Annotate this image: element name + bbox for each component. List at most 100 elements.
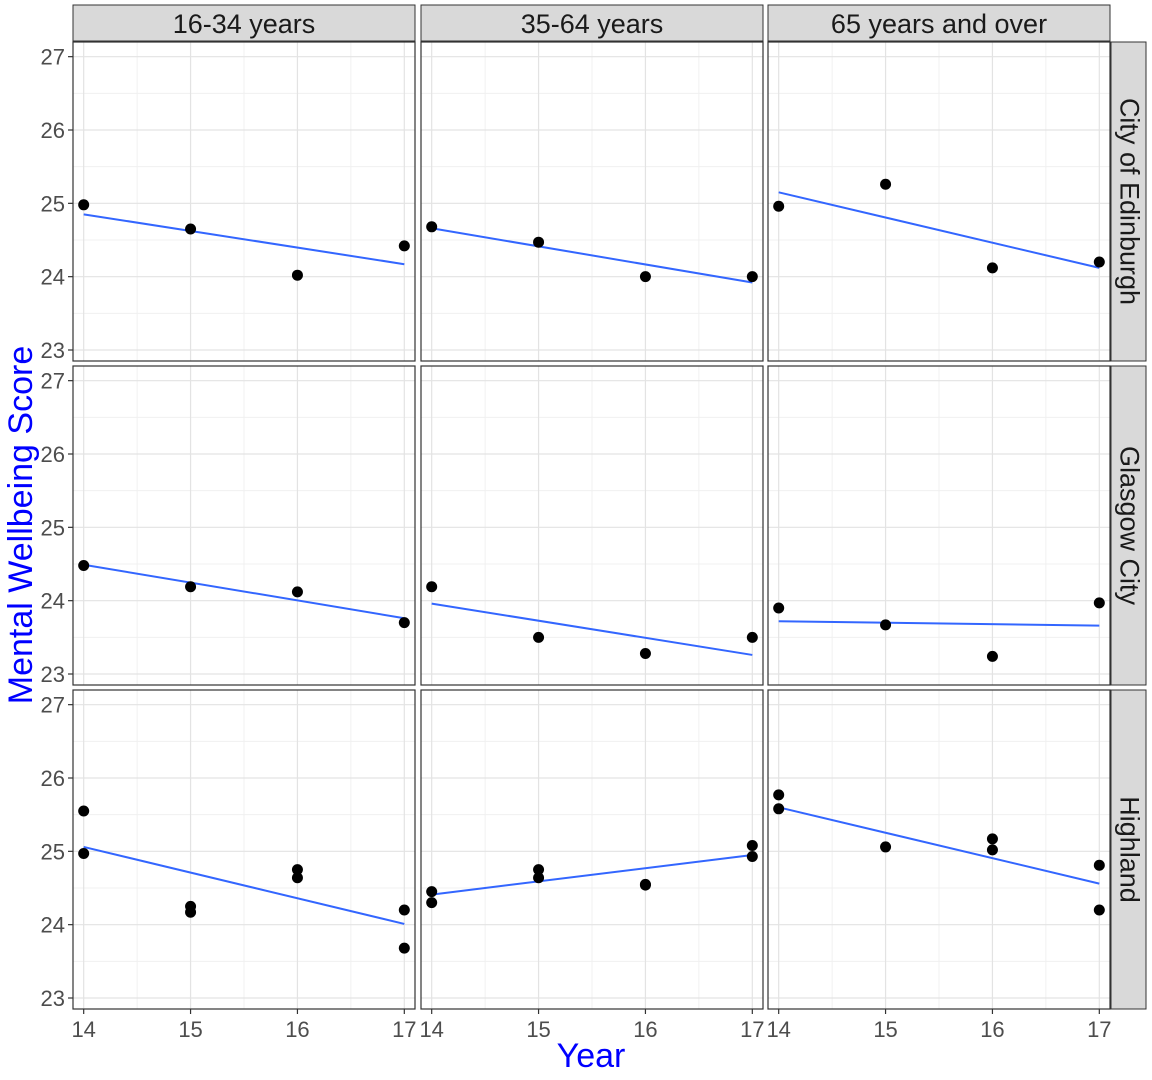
column-strip-label: 16-34 years bbox=[173, 9, 316, 39]
data-point bbox=[1093, 859, 1105, 871]
trend-line bbox=[778, 620, 1100, 627]
row-strip-highland bbox=[1110, 689, 1147, 1010]
y-tick-label: 25 bbox=[41, 839, 65, 864]
x-tick-label: 15 bbox=[873, 1017, 897, 1042]
y-tick-label: 27 bbox=[41, 45, 65, 70]
data-point bbox=[986, 650, 998, 662]
data-point bbox=[986, 833, 998, 845]
data-point bbox=[398, 942, 410, 954]
x-tick-label: 16 bbox=[633, 1017, 657, 1042]
panel-border bbox=[420, 41, 764, 362]
data-point bbox=[746, 631, 758, 643]
y-tick-label: 25 bbox=[41, 191, 65, 216]
x-tick-label: 14 bbox=[419, 1017, 443, 1042]
panel-highland-16-34-years bbox=[72, 689, 416, 1010]
trend-line bbox=[431, 602, 753, 656]
panel-border bbox=[767, 689, 1111, 1010]
y-tick-label: 24 bbox=[41, 589, 65, 614]
data-point bbox=[880, 619, 892, 631]
panel-border bbox=[767, 41, 1111, 362]
data-point bbox=[533, 236, 545, 248]
data-point bbox=[773, 789, 785, 801]
x-tick-label: 16 bbox=[980, 1017, 1004, 1042]
y-tick-label: 26 bbox=[41, 118, 65, 143]
row-strip-label: Glasgow City bbox=[1115, 446, 1145, 606]
panel-city-of-edinburgh-65-years-and-over bbox=[767, 41, 1111, 362]
data-point bbox=[533, 631, 545, 643]
data-point bbox=[426, 221, 438, 233]
data-point bbox=[986, 844, 998, 856]
row-strip-city-of-edinburgh bbox=[1110, 41, 1147, 362]
data-point bbox=[291, 269, 303, 281]
trend-line bbox=[431, 227, 753, 284]
data-point bbox=[398, 617, 410, 629]
data-point bbox=[1093, 597, 1105, 609]
data-point bbox=[78, 559, 90, 571]
data-point bbox=[78, 848, 90, 860]
panel-city-of-edinburgh-16-34-years bbox=[72, 41, 416, 362]
x-tick-label: 15 bbox=[178, 1017, 202, 1042]
trend-line bbox=[778, 806, 1100, 885]
panel-border bbox=[72, 689, 416, 1010]
x-tick-label: 16 bbox=[285, 1017, 309, 1042]
data-point bbox=[773, 602, 785, 614]
panel-border bbox=[420, 365, 764, 686]
column-strip-35-64-years bbox=[420, 4, 764, 42]
data-point bbox=[746, 839, 758, 851]
row-strip-glasgow-city bbox=[1110, 365, 1147, 686]
row-strip-label: Highland bbox=[1115, 796, 1145, 903]
data-point bbox=[398, 904, 410, 916]
panel-border bbox=[72, 365, 416, 686]
data-point bbox=[986, 262, 998, 274]
y-axis-title: Mental Wellbeing Score bbox=[2, 346, 40, 704]
x-tick-label: 17 bbox=[740, 1017, 764, 1042]
y-tick-label: 23 bbox=[41, 986, 65, 1011]
data-point bbox=[426, 897, 438, 909]
trend-line bbox=[431, 854, 753, 896]
data-point bbox=[746, 850, 758, 862]
y-tick-label: 27 bbox=[41, 369, 65, 394]
panel-border bbox=[767, 365, 1111, 686]
y-tick-label: 25 bbox=[41, 515, 65, 540]
y-tick-label: 26 bbox=[41, 442, 65, 467]
y-tick-label: 23 bbox=[41, 662, 65, 687]
panel-highland-35-64-years bbox=[420, 689, 764, 1010]
data-point bbox=[773, 803, 785, 815]
x-tick-label: 15 bbox=[526, 1017, 550, 1042]
data-point bbox=[426, 886, 438, 898]
data-point bbox=[880, 841, 892, 853]
x-tick-label: 17 bbox=[1087, 1017, 1111, 1042]
data-point bbox=[880, 178, 892, 190]
panel-border bbox=[72, 41, 416, 362]
column-strip-label: 35-64 years bbox=[521, 9, 664, 39]
column-strip-16-34-years bbox=[72, 4, 416, 42]
row-strip-label: City of Edinburgh bbox=[1115, 98, 1145, 305]
panel-glasgow-city-65-years-and-over bbox=[767, 365, 1111, 686]
data-point bbox=[398, 240, 410, 252]
data-point bbox=[639, 879, 651, 891]
panel-glasgow-city-16-34-years bbox=[72, 365, 416, 686]
panel-border bbox=[420, 689, 764, 1010]
data-point bbox=[78, 199, 90, 211]
trend-line bbox=[83, 845, 405, 925]
trend-line bbox=[83, 563, 405, 620]
trend-line bbox=[778, 191, 1100, 269]
data-point bbox=[291, 872, 303, 884]
data-point bbox=[426, 581, 438, 593]
data-point bbox=[1093, 256, 1105, 268]
trend-line bbox=[83, 213, 405, 266]
data-point bbox=[773, 200, 785, 212]
panel-highland-65-years-and-over bbox=[767, 689, 1111, 1010]
data-point bbox=[185, 906, 197, 918]
column-strip-65-years-and-over bbox=[767, 4, 1111, 42]
y-tick-label: 23 bbox=[41, 338, 65, 363]
panel-grid: 16-34 years 35-64 years 65 years and over C… bbox=[41, 4, 1147, 1042]
column-strip-label: 65 years and over bbox=[831, 9, 1047, 39]
y-tick-label: 27 bbox=[41, 693, 65, 718]
data-point bbox=[533, 872, 545, 884]
data-point bbox=[78, 805, 90, 817]
x-tick-label: 14 bbox=[71, 1017, 95, 1042]
y-tick-label: 24 bbox=[41, 913, 65, 938]
y-tick-label: 26 bbox=[41, 766, 65, 791]
